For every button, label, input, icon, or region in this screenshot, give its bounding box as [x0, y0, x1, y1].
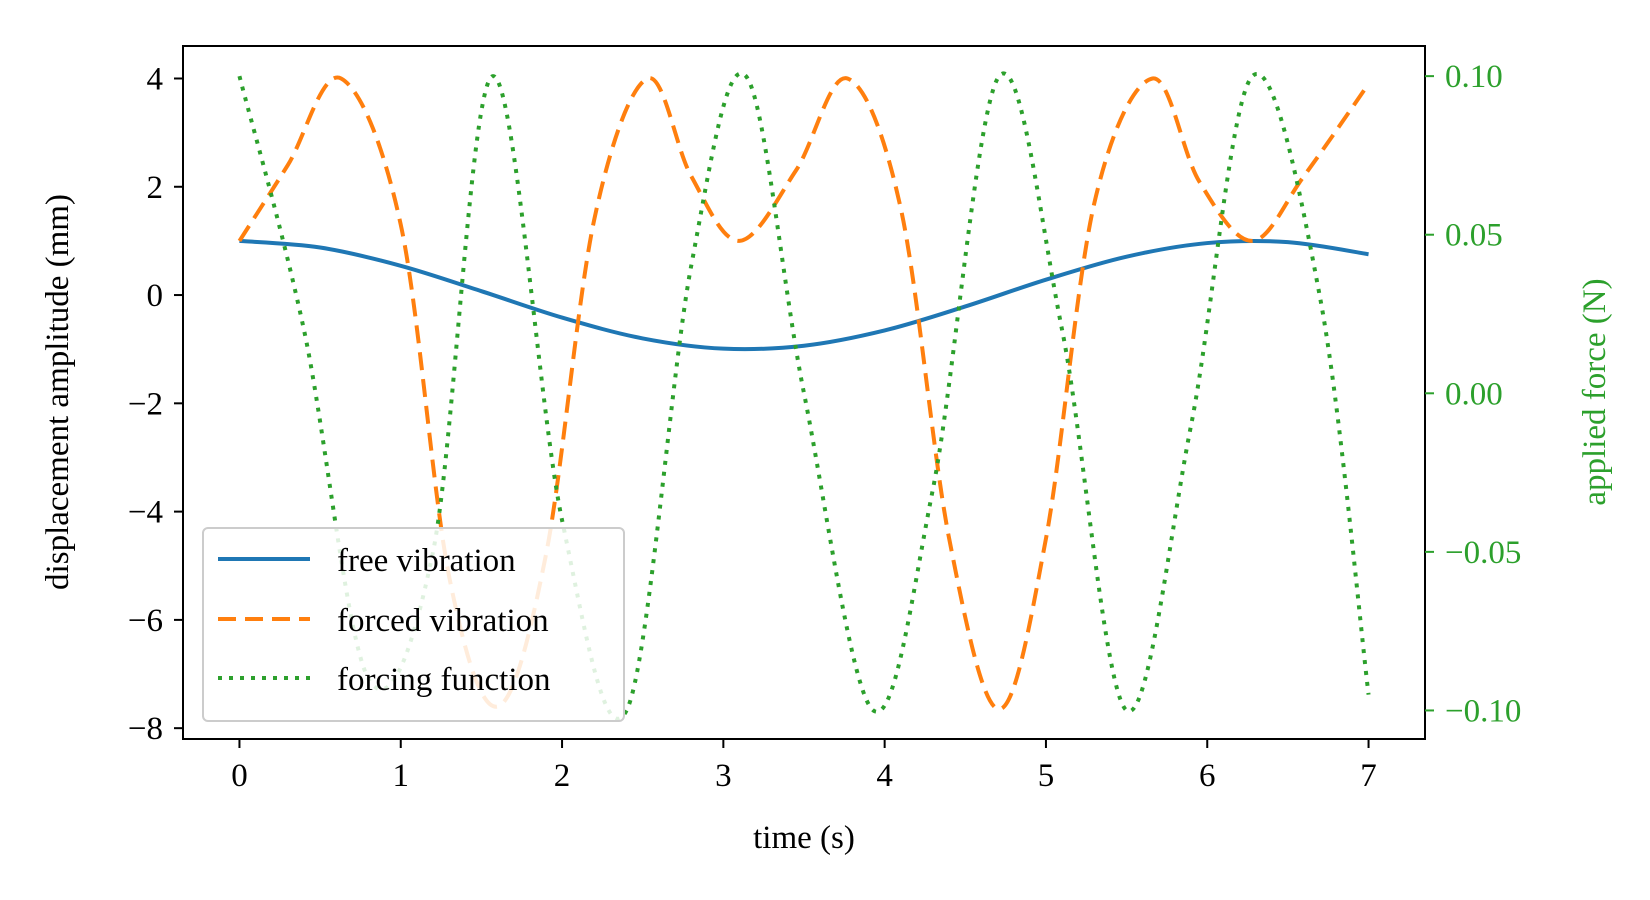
x-tick-label: 1 — [393, 758, 410, 794]
y2-tick-label: 0.00 — [1445, 376, 1503, 412]
y-tick-label: 0 — [147, 278, 164, 314]
x-axis: 0 1 2 3 4 5 6 7 — [231, 739, 1377, 794]
series-layer — [237, 71, 1371, 721]
y-axis-right: 0.10 0.05 0.00 −0.05 −0.10 — [1425, 59, 1521, 729]
y-axis-left: 4 2 0 −2 −4 −6 −8 — [128, 61, 183, 747]
x-tick-label: 0 — [231, 758, 248, 794]
series-free-vibration — [239, 238, 1369, 352]
y-tick-label: 4 — [147, 61, 164, 97]
y2-axis-title: applied force (N) — [1577, 278, 1613, 505]
legend-label-forcing: forcing function — [337, 662, 551, 698]
x-tick-label: 2 — [554, 758, 571, 794]
legend-box — [202, 527, 625, 722]
legend-label-free: free vibration — [337, 543, 516, 579]
x-tick-label: 6 — [1199, 758, 1216, 794]
x-tick-label: 7 — [1360, 758, 1377, 794]
x-axis-title: time (s) — [753, 820, 855, 856]
x-tick-label: 3 — [715, 758, 732, 794]
y2-tick-label: 0.10 — [1445, 59, 1503, 95]
y-tick-label: −4 — [128, 495, 163, 531]
y-tick-label: −6 — [128, 603, 163, 639]
x-tick-label: 4 — [876, 758, 893, 794]
y-tick-label: −8 — [128, 711, 163, 747]
legend-label-forced: forced vibration — [337, 603, 549, 639]
y2-tick-label: −0.05 — [1445, 535, 1521, 571]
y-axis-title: displacement amplitude (mm) — [40, 194, 76, 590]
legend: free vibration forced vibration forcing … — [202, 527, 625, 722]
series-forced-vibration — [237, 75, 1371, 712]
y-tick-label: 2 — [147, 170, 164, 206]
x-tick-label: 5 — [1038, 758, 1055, 794]
y-tick-label: −2 — [128, 386, 163, 422]
y2-tick-label: 0.05 — [1445, 218, 1503, 254]
y2-tick-label: −0.10 — [1445, 693, 1521, 729]
